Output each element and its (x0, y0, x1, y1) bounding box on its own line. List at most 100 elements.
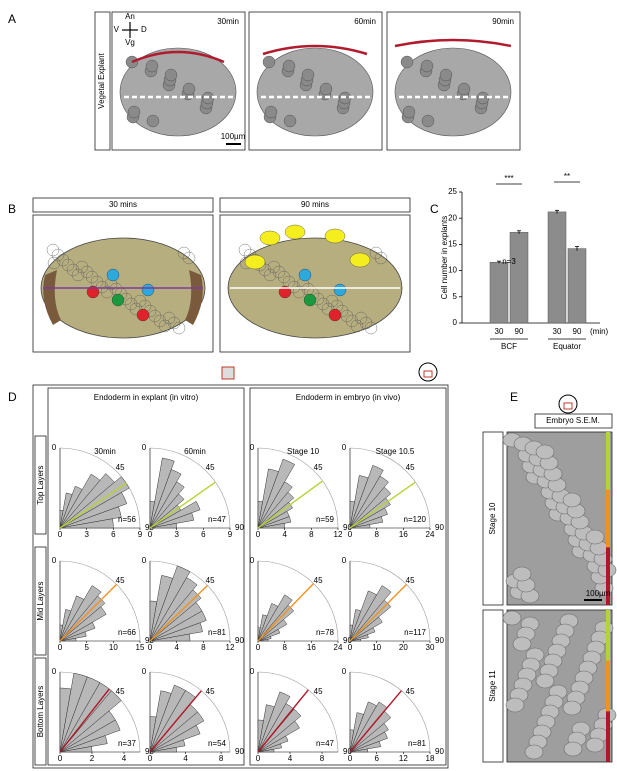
mean-direction (149, 690, 202, 753)
cell (51, 248, 65, 262)
r-tick-label: 4 (288, 754, 293, 763)
outer-arc (149, 560, 231, 642)
marked-cell (333, 283, 347, 297)
cell (264, 105, 278, 119)
cell (182, 251, 196, 265)
row-label-box (482, 609, 504, 763)
angle-label: 45 (406, 687, 415, 696)
explant-icon (221, 366, 235, 380)
cell (512, 566, 532, 582)
row-label-box (482, 431, 504, 606)
angle-label: 90 (435, 636, 444, 645)
angle-label: 90 (235, 636, 244, 645)
rose-title: Stage 10 (287, 447, 320, 456)
angle-label: 45 (314, 463, 323, 472)
marked-cell (141, 283, 155, 297)
angle-label: 0 (250, 443, 255, 452)
embryo-icon-mark (563, 402, 573, 410)
cell (439, 68, 453, 82)
axis-label: Vg (125, 38, 135, 47)
row-label: Mid Layers (36, 581, 45, 620)
r-tick-label: 4 (174, 643, 179, 652)
r-tick-label: 16 (399, 530, 408, 539)
cell (283, 114, 297, 128)
rose-bar (149, 711, 205, 753)
outer-arc (257, 671, 339, 753)
annotation: n=78 (316, 628, 335, 637)
annotation: n=66 (118, 628, 137, 637)
significance-label: *** (504, 174, 513, 183)
scale-bar-label: 100µm (221, 132, 246, 141)
cell (66, 263, 80, 277)
mean-direction (349, 481, 416, 529)
mean-direction (257, 689, 309, 753)
rose-bar (59, 690, 122, 753)
x-tick-label: 90 (573, 327, 582, 336)
axis-label: An (125, 12, 135, 21)
cell (164, 68, 178, 82)
rose-bar (149, 577, 198, 642)
rose-bar (59, 506, 122, 529)
row-label-box (34, 546, 47, 656)
cell (80, 265, 94, 279)
x-tick-label: 30 (553, 327, 562, 336)
angle-label: 0 (142, 443, 147, 452)
r-tick-label: 4 (282, 530, 287, 539)
r-tick-label: 4 (122, 754, 127, 763)
rose-bar (349, 507, 388, 529)
rose-bar (149, 500, 201, 529)
cell (364, 321, 378, 335)
r-tick-label: 12 (399, 754, 408, 763)
cell (177, 246, 191, 260)
cell (421, 114, 435, 128)
r-tick-label: 10 (372, 643, 381, 652)
rose-bar (149, 610, 207, 642)
rose-bar (257, 735, 289, 753)
angle-label: 90 (435, 747, 444, 756)
group-label: Equator (553, 342, 581, 351)
cell (562, 700, 582, 716)
annotation: n=47 (316, 739, 335, 748)
angle-label: 90 (435, 523, 444, 532)
cell (47, 256, 61, 270)
panel-label: A (8, 12, 16, 26)
rose-bar (349, 585, 392, 642)
cell (61, 258, 75, 272)
rose-bar (149, 481, 185, 529)
mean-direction (257, 480, 324, 529)
rose-bar (59, 476, 130, 529)
top-cell (284, 224, 306, 240)
cell (400, 55, 414, 69)
outer-arc (349, 671, 431, 753)
embryo-icon-mark (423, 370, 433, 378)
cell (502, 610, 522, 626)
panel-label: C (430, 202, 439, 216)
angle-label: 90 (343, 523, 352, 532)
row-label: Bottom Layers (36, 686, 45, 738)
embryo-icon (418, 362, 438, 382)
angle-label: 0 (142, 556, 147, 565)
rose-bar (349, 516, 384, 529)
layer-bar (606, 711, 610, 762)
mean-direction (257, 582, 315, 642)
cell (182, 82, 196, 96)
bar (567, 248, 587, 324)
angle-label: 45 (206, 463, 215, 472)
layer-bar (606, 610, 610, 661)
rose-bar (257, 458, 296, 529)
cell (316, 297, 330, 311)
frame-header-text: 30 mins (109, 200, 137, 209)
cell (167, 316, 181, 330)
rose-bar (349, 638, 361, 642)
r-tick-label: 16 (307, 643, 316, 652)
x-tick-label: 90 (515, 327, 524, 336)
y-tick-label: 15 (448, 240, 457, 249)
cell (56, 253, 70, 267)
frame-header (219, 197, 411, 213)
outer-arc (149, 671, 231, 753)
cell (301, 68, 315, 82)
rose-bar (59, 637, 77, 642)
r-tick-label: 5 (84, 643, 89, 652)
bar (547, 211, 567, 324)
axis-label: V (114, 25, 120, 34)
